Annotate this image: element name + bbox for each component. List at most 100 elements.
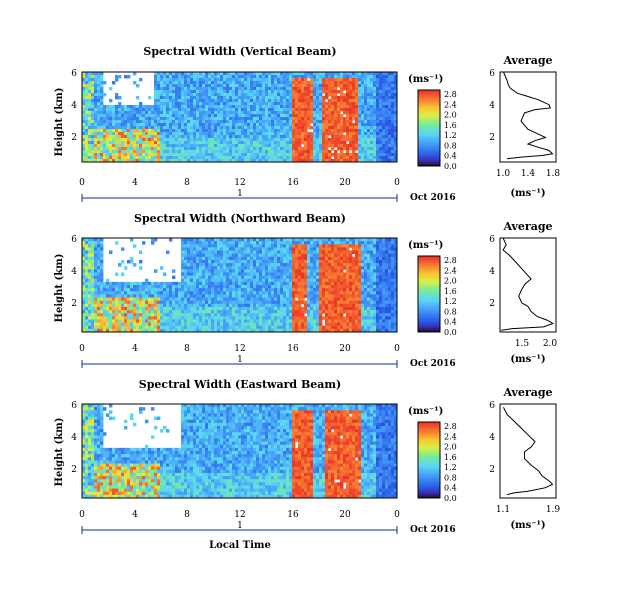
heatmap-cell	[265, 117, 269, 121]
heatmap-cell	[262, 275, 266, 280]
heatmap-cell	[187, 102, 191, 106]
heatmap-cell	[196, 75, 200, 79]
heatmap-cell	[337, 75, 341, 79]
heatmap-cell	[178, 294, 182, 298]
heatmap-cell	[100, 117, 104, 121]
heatmap-cell	[217, 241, 221, 245]
heatmap-cell	[154, 285, 158, 289]
heatmap-cell	[268, 238, 272, 242]
heatmap-cell	[172, 96, 176, 100]
heatmap-cell	[205, 266, 209, 270]
heatmap-cell	[280, 269, 284, 273]
heatmap-cell	[154, 105, 158, 109]
heatmap-cell	[154, 281, 158, 286]
heatmap-cell	[124, 153, 128, 157]
y-ticks: 6 4 2	[71, 69, 77, 143]
heatmap-cell	[328, 123, 332, 127]
heatmap-cell	[97, 300, 101, 305]
heatmap-cell	[127, 114, 131, 118]
heatmap-cell	[352, 123, 356, 127]
heatmap-cell	[109, 87, 113, 91]
heatmap-cell	[211, 117, 215, 121]
heatmap-cell	[256, 108, 260, 112]
heatmap-cell	[232, 150, 236, 154]
heatmap-cell	[208, 285, 212, 289]
heatmap-cell	[199, 75, 203, 79]
heatmap-cell	[265, 93, 269, 97]
heatmap-cell	[103, 132, 107, 136]
heatmap-cell	[244, 123, 248, 127]
heatmap-cell	[136, 120, 140, 124]
heatmap-cell	[355, 108, 359, 112]
heatmap-cell	[127, 120, 131, 124]
heatmap-cell	[313, 138, 317, 142]
heatmap-cell	[235, 266, 239, 270]
heatmap-cell	[241, 316, 245, 320]
heatmap-cell	[196, 328, 200, 333]
heatmap-cell	[202, 241, 206, 245]
heatmap-cell	[295, 288, 299, 292]
heatmap-cell	[337, 120, 341, 124]
heatmap-cell	[319, 108, 323, 112]
heatmap-cell	[283, 81, 287, 85]
heatmap-cell	[154, 294, 158, 298]
heatmap-cell	[172, 306, 176, 311]
heatmap-cell	[187, 253, 191, 258]
heatmap-cell	[256, 285, 260, 289]
heatmap-cell	[190, 294, 194, 298]
heatmap-cell	[367, 123, 371, 127]
heatmap-cell	[259, 300, 263, 305]
heatmap-cell	[244, 102, 248, 106]
heatmap-cell	[280, 322, 284, 327]
heatmap-cell	[196, 306, 200, 311]
heatmap-cell	[175, 294, 179, 298]
heatmap-cell	[109, 281, 113, 286]
heatmap-cell	[232, 294, 236, 298]
heatmap-cell	[298, 294, 302, 298]
heatmap-cell	[307, 269, 311, 273]
heatmap-cell	[217, 78, 221, 82]
heatmap-cell	[133, 281, 137, 286]
heatmap-cell	[100, 322, 104, 327]
date-label: Oct 2016	[410, 193, 456, 203]
heatmap-cell	[367, 111, 371, 115]
heatmap-cell	[202, 87, 206, 91]
heatmap-cell	[100, 244, 104, 248]
heatmap-cell	[331, 102, 335, 106]
heatmap-cell	[250, 313, 254, 317]
heatmap-cell	[343, 141, 347, 145]
heatmap-cell	[148, 294, 152, 298]
heatmap-cell	[196, 111, 200, 115]
heatmap-cell	[292, 313, 296, 317]
heatmap-cell	[331, 129, 335, 133]
heatmap-cell	[226, 325, 230, 330]
heatmap-cell	[385, 135, 389, 139]
heatmap-cell	[133, 108, 137, 112]
heatmap-cell	[373, 159, 377, 163]
heatmap-cell	[88, 75, 92, 79]
heatmap-cell	[307, 263, 311, 267]
heatmap-cell	[232, 99, 236, 103]
heatmap-cell	[289, 310, 293, 314]
heatmap-cell	[346, 114, 350, 118]
heatmap-cell	[358, 159, 362, 163]
heatmap-cell	[376, 96, 380, 100]
heatmap-cell	[379, 108, 383, 112]
heatmap-cell	[388, 135, 392, 139]
heatmap-cell	[214, 294, 218, 298]
heatmap-cell	[88, 313, 92, 317]
heatmap-cell	[190, 250, 194, 255]
heatmap-cell	[121, 319, 125, 323]
heatmap-cell	[199, 303, 203, 308]
colorbar-swatch	[418, 156, 440, 159]
heatmap-cell	[352, 111, 356, 115]
heatmap-cell	[118, 141, 122, 145]
heatmap-cell	[310, 263, 314, 267]
heatmap-cell	[199, 99, 203, 103]
heatmap-cell	[307, 81, 311, 85]
heatmap-cell	[214, 247, 218, 251]
heatmap-cell	[340, 120, 344, 124]
heatmap-cell	[103, 325, 107, 330]
heatmap-cell	[307, 238, 311, 242]
heatmap-cell	[211, 266, 215, 270]
